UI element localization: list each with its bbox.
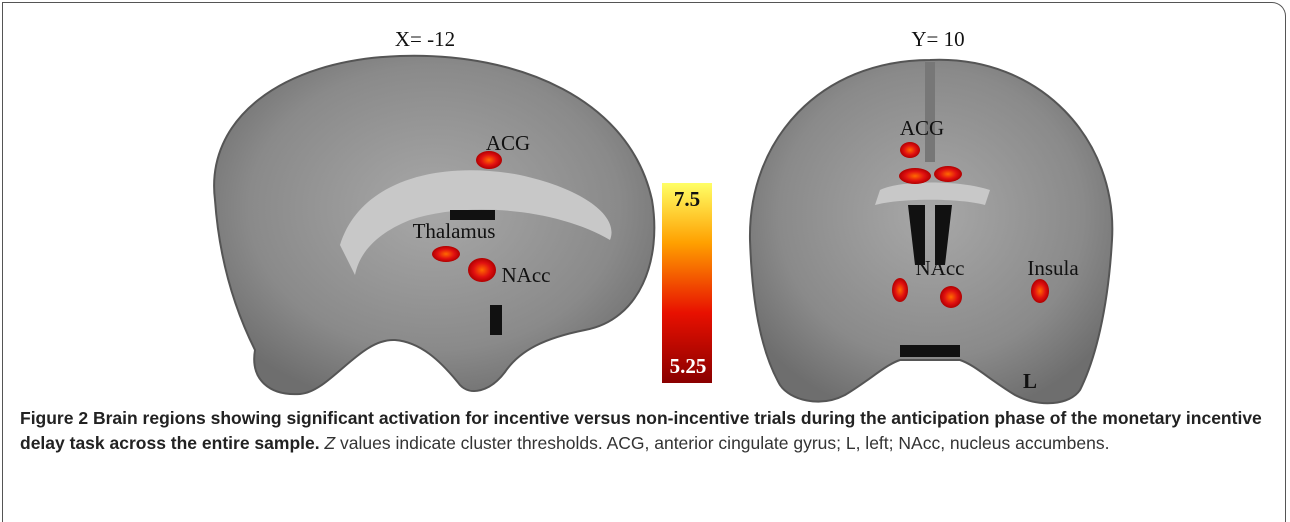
region-label: ACG xyxy=(486,131,530,155)
activation-blob xyxy=(940,286,962,308)
activation-blob xyxy=(899,168,931,184)
fissure xyxy=(925,62,935,162)
panel-title: X= -12 xyxy=(395,27,455,51)
region-label: NAcc xyxy=(502,263,551,287)
caption-italic: Z xyxy=(324,433,335,453)
figure-image: 7.5 5.25 X= -12 Y= 10 ACG Thalamus NAcc … xyxy=(0,0,1290,405)
activation-blob xyxy=(432,246,460,262)
region-label: NAcc xyxy=(916,256,965,280)
coronal-slice xyxy=(750,60,1112,403)
activation-blob xyxy=(900,142,920,158)
ventricle xyxy=(900,345,960,357)
activation-blob xyxy=(468,258,496,282)
caption-label: Figure 2 xyxy=(20,408,88,428)
region-label: Thalamus xyxy=(413,219,496,243)
ventricle xyxy=(490,305,502,335)
activation-blob xyxy=(892,278,908,302)
panel-title: Y= 10 xyxy=(911,27,964,51)
caption-text: values indicate cluster thresholds. ACG,… xyxy=(340,433,1109,453)
colorbar-min: 5.25 xyxy=(670,354,707,378)
activation-blob xyxy=(1031,279,1049,303)
colorbar xyxy=(662,183,712,383)
caption: Figure 2 Brain regions showing significa… xyxy=(20,406,1270,456)
region-label: Insula xyxy=(1027,256,1079,280)
activation-blob xyxy=(934,166,962,182)
page: 7.5 5.25 X= -12 Y= 10 ACG Thalamus NAcc … xyxy=(0,0,1290,509)
region-label: ACG xyxy=(900,116,944,140)
colorbar-max: 7.5 xyxy=(674,187,700,211)
side-label: L xyxy=(1023,369,1037,393)
